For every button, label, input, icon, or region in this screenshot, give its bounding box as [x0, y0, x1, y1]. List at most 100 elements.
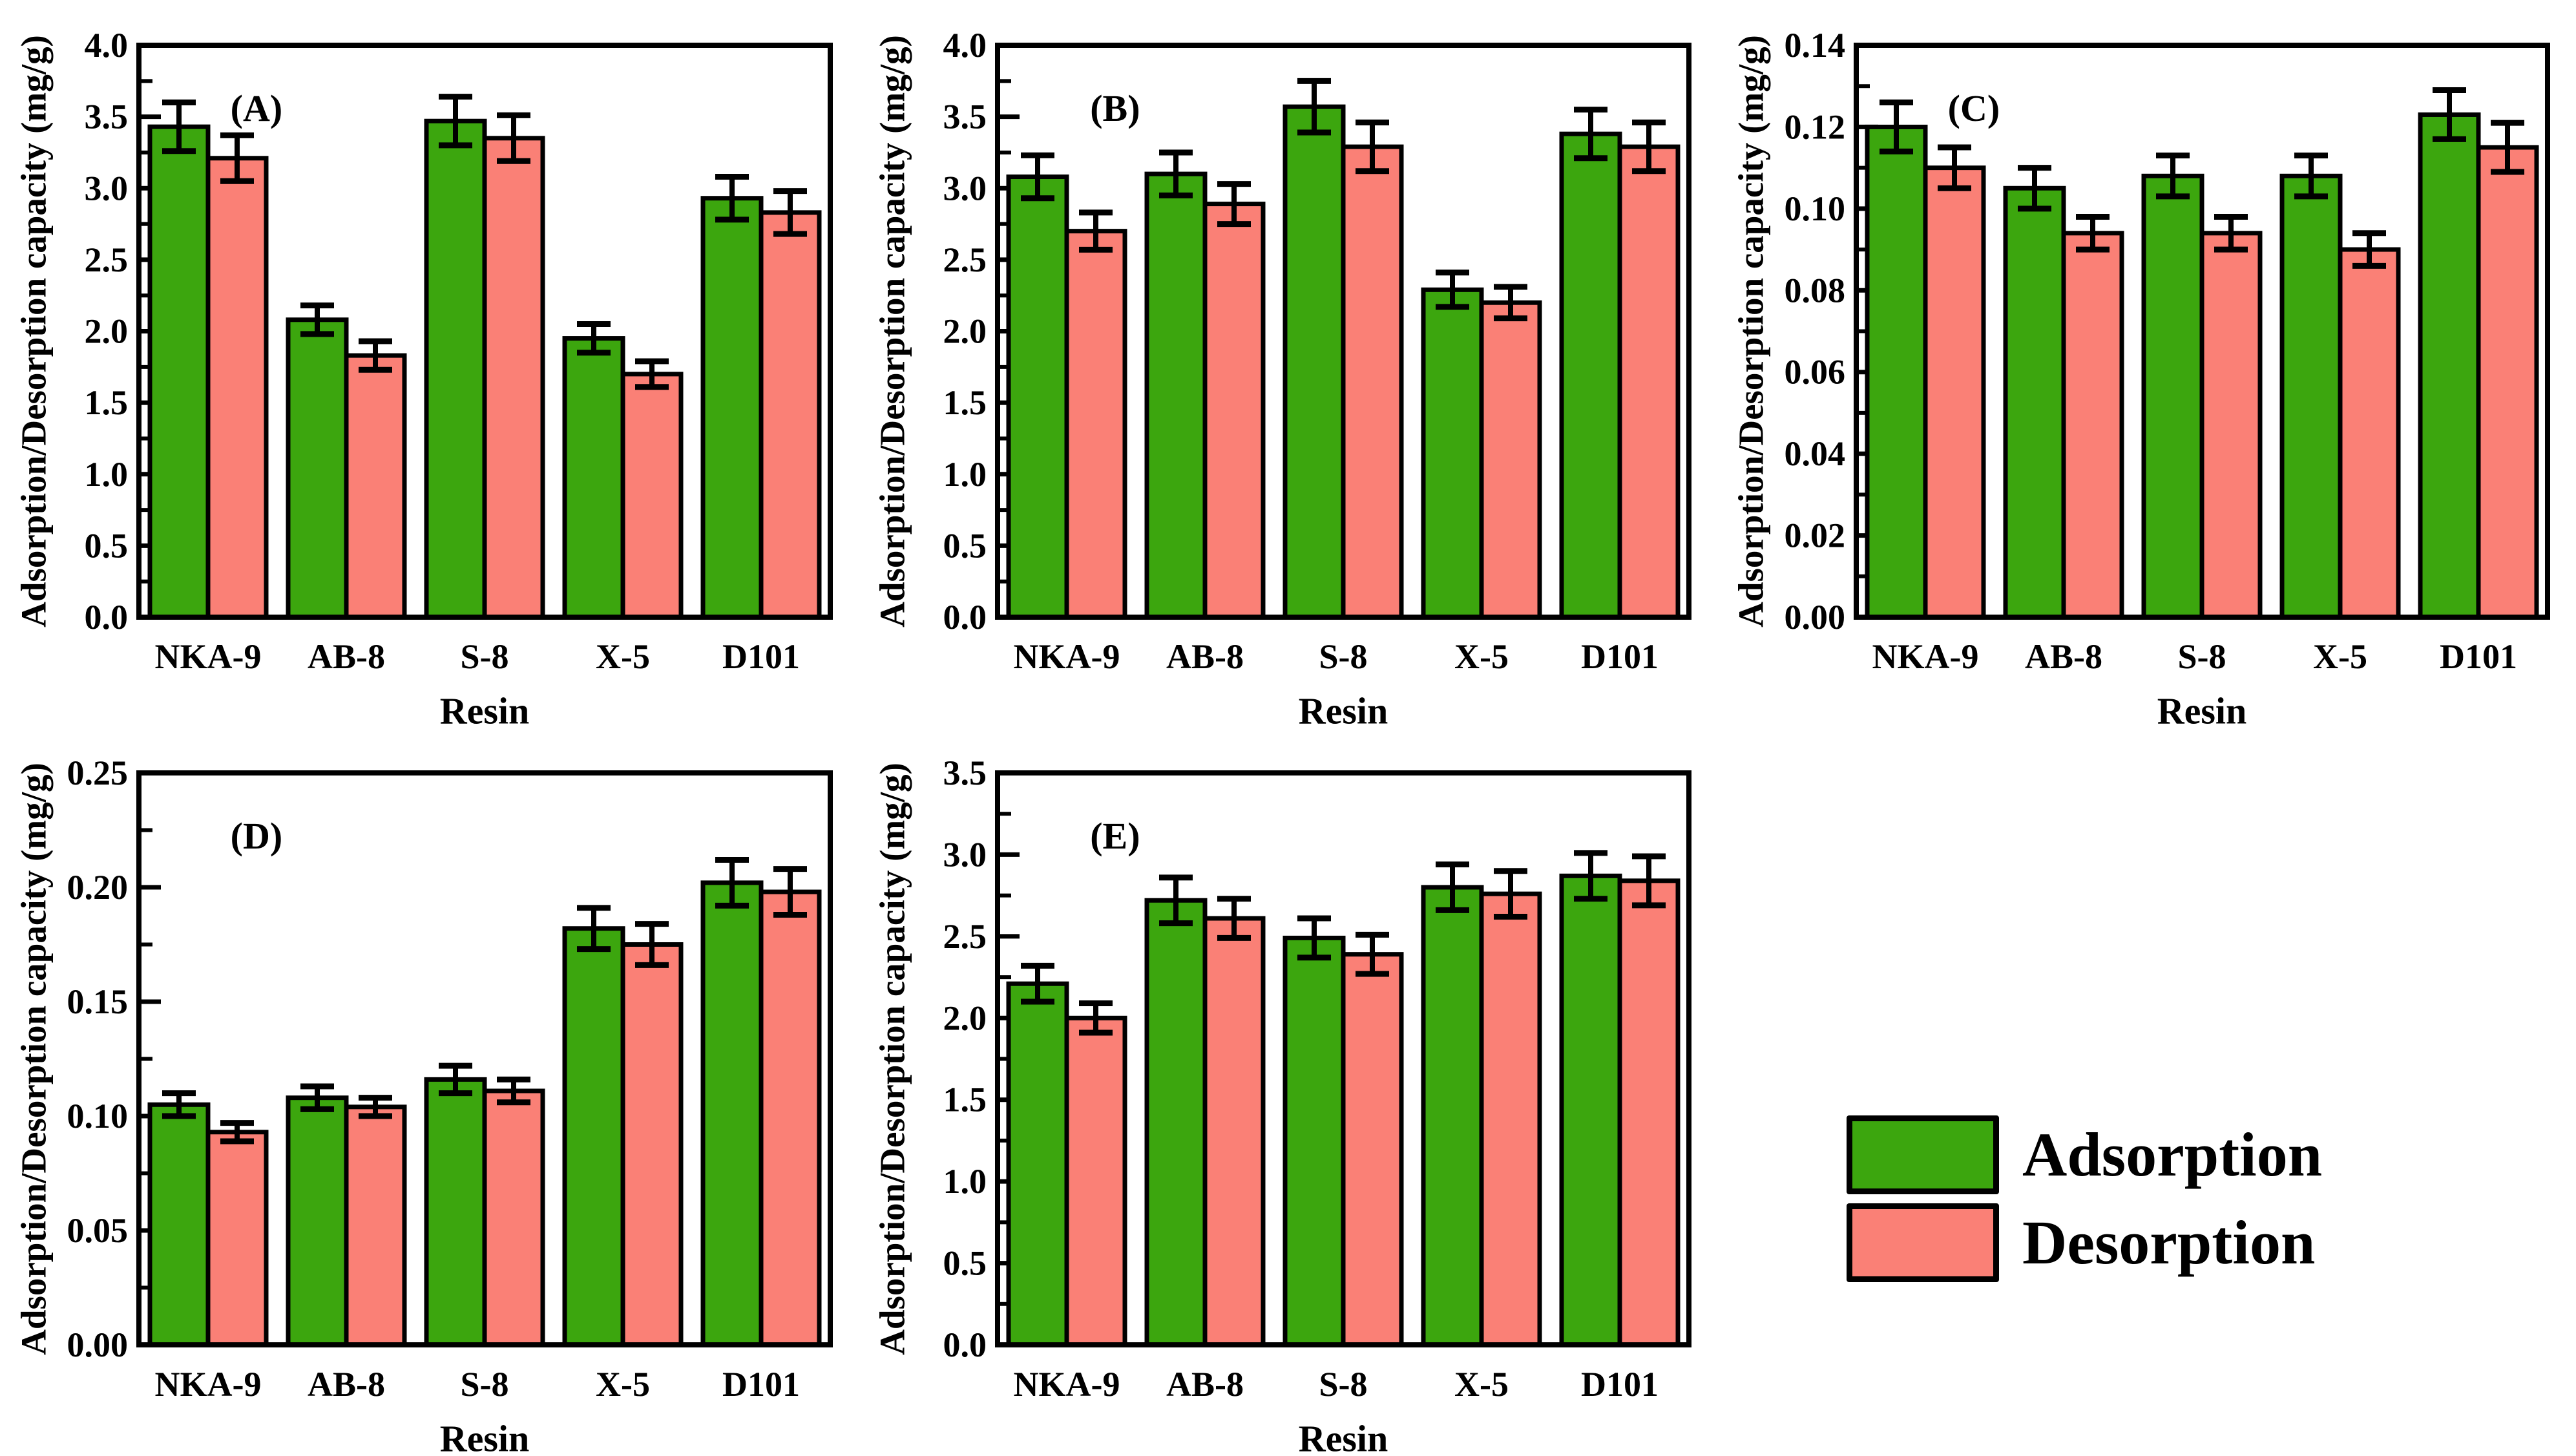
panel-a-cell: 0.0 0.5 1.0 1.5 2.0 2.5 3.0 3.5 4.0 NKA-9 AB-8 S-8 X… — [0, 0, 859, 728]
y-tick-label: 1.5 — [943, 383, 987, 422]
x-category-label: AB-8 — [1166, 1365, 1244, 1404]
axes-frame — [1854, 43, 2550, 620]
bar-desorption-AB-8 — [344, 1104, 407, 1347]
x-axis-title: Resin — [440, 1418, 530, 1456]
panel-c-cell: 0.00 0.02 0.04 0.06 0.08 0.10 0.12 0.14 NKA-9 AB-… — [1717, 0, 2576, 728]
y-tick-label: 1.0 — [943, 1162, 987, 1201]
bar-desorption-S-8 — [1341, 952, 1404, 1347]
bar-desorption-D101 — [759, 889, 822, 1347]
y-tick-label: 0.05 — [67, 1211, 129, 1250]
y-tick-label: 1.0 — [85, 455, 129, 494]
bar-desorption-AB-8 — [344, 353, 407, 620]
y-tick-label: 3.5 — [943, 98, 987, 136]
bar-desorption-D101 — [759, 210, 822, 620]
x-category-label: AB-8 — [308, 637, 385, 676]
y-tick-label: 0.0 — [943, 1325, 987, 1364]
bar-adsorption-S-8 — [2141, 173, 2204, 620]
x-category-label: X-5 — [596, 637, 650, 676]
bar-adsorption-D101 — [2418, 112, 2481, 620]
y-tick-label: 0.0 — [85, 598, 129, 637]
x-axis-title: Resin — [1299, 1418, 1388, 1456]
bar-adsorption-AB-8 — [2003, 185, 2066, 620]
y-tick-label: 0.5 — [85, 526, 129, 565]
adsorption-swatch — [1847, 1115, 1999, 1194]
panel-b-cell: 0.0 0.5 1.0 1.5 2.0 2.5 3.0 3.5 4.0 NKA-9 AB-8 S-8 X… — [859, 0, 1717, 728]
x-category-label: S-8 — [460, 1365, 508, 1404]
bar-adsorption-AB-8 — [1144, 171, 1208, 620]
bar-desorption-NKA-9 — [205, 156, 269, 620]
axes-frame — [995, 770, 1691, 1347]
panel-letter: (D) — [231, 815, 283, 857]
y-tick-label: 0.0 — [943, 598, 987, 637]
chart-panel-b: 0.0 0.5 1.0 1.5 2.0 2.5 3.0 3.5 4.0 NKA-9 AB-8 S-8 X… — [873, 26, 1691, 728]
y-tick-label: 1.5 — [943, 1081, 987, 1119]
y-tick-label: 0.15 — [67, 982, 129, 1021]
x-category-label: NKA-9 — [1014, 1365, 1120, 1404]
bar-adsorption-NKA-9 — [147, 1102, 211, 1347]
bar-desorption-NKA-9 — [1064, 229, 1127, 620]
bar-desorption-D101 — [1617, 144, 1681, 620]
y-tick-label: 0.02 — [1785, 516, 1846, 555]
x-category-label: D101 — [1581, 1365, 1659, 1404]
bar-desorption-S-8 — [482, 1088, 545, 1347]
x-category-label: X-5 — [596, 1365, 650, 1404]
bar-desorption-D101 — [2476, 145, 2539, 620]
bar-adsorption-S-8 — [424, 118, 487, 620]
bar-adsorption-AB-8 — [1144, 898, 1208, 1347]
bar-desorption-X-5 — [620, 372, 684, 620]
bar-desorption-D101 — [1617, 878, 1681, 1347]
legend: Adsorption Desorption — [1847, 1115, 2322, 1282]
bar-adsorption-X-5 — [1421, 885, 1484, 1347]
y-tick-label: 0.5 — [943, 526, 987, 565]
bar-adsorption-D101 — [700, 196, 764, 620]
y-tick-label: 1.5 — [85, 383, 129, 422]
y-axis-title: Adsorption/Desorption capacity (mg/g) — [1732, 35, 1771, 628]
x-category-label: S-8 — [2177, 637, 2226, 676]
x-category-label: NKA-9 — [155, 637, 262, 676]
legend-item-adsorption: Adsorption — [1847, 1115, 2322, 1194]
bar-desorption-X-5 — [2338, 247, 2401, 620]
bar-adsorption-X-5 — [1421, 287, 1484, 620]
x-axis-title: Resin — [2157, 690, 2247, 728]
y-tick-label: 0.14 — [1785, 26, 1846, 65]
x-category-label: S-8 — [1319, 637, 1367, 676]
y-tick-label: 0.12 — [1785, 107, 1846, 146]
bar-adsorption-X-5 — [562, 336, 625, 620]
x-axis-title: Resin — [1299, 690, 1388, 728]
y-tick-label: 2.0 — [85, 312, 129, 351]
bar-desorption-S-8 — [482, 136, 545, 620]
y-tick-label: 3.5 — [943, 754, 987, 792]
bar-adsorption-S-8 — [1283, 104, 1346, 620]
y-tick-label: 2.5 — [943, 917, 987, 956]
bar-adsorption-X-5 — [562, 926, 625, 1347]
y-axis-title: Adsorption/Desorption capacity (mg/g) — [873, 763, 912, 1355]
y-tick-label: 3.5 — [85, 98, 129, 136]
panel-letter: (E) — [1090, 815, 1140, 857]
y-tick-label: 0.08 — [1785, 271, 1846, 310]
x-category-label: NKA-9 — [1014, 637, 1120, 676]
y-tick-label: 1.0 — [943, 455, 987, 494]
y-axis-title: Adsorption/Desorption capacity (mg/g) — [873, 35, 912, 628]
y-tick-label: 4.0 — [85, 26, 129, 65]
legend-cell: Adsorption Desorption — [1717, 728, 2576, 1456]
bar-adsorption-NKA-9 — [1006, 981, 1069, 1347]
bar-adsorption-NKA-9 — [1865, 124, 1928, 620]
bar-desorption-AB-8 — [1202, 916, 1266, 1347]
x-category-label: AB-8 — [308, 1365, 385, 1404]
y-tick-label: 0.20 — [67, 868, 129, 907]
x-category-label: D101 — [1581, 637, 1659, 676]
panel-letter: (A) — [231, 87, 283, 129]
bar-adsorption-D101 — [1559, 131, 1622, 620]
y-tick-label: 0.5 — [943, 1244, 987, 1283]
y-tick-label: 2.5 — [943, 240, 987, 279]
x-category-label: D101 — [2440, 637, 2517, 676]
x-category-label: S-8 — [460, 637, 508, 676]
panel-e-cell: 0.0 0.5 1.0 1.5 2.0 2.5 3.0 3.5 NKA-9 AB-8 S-8 X-5 D… — [859, 728, 1717, 1456]
bar-adsorption-AB-8 — [286, 317, 349, 620]
y-tick-label: 3.0 — [85, 169, 129, 207]
bar-desorption-S-8 — [1341, 144, 1404, 620]
bar-adsorption-S-8 — [1283, 935, 1346, 1347]
axes-frame — [136, 770, 833, 1347]
axes-frame — [136, 43, 833, 620]
